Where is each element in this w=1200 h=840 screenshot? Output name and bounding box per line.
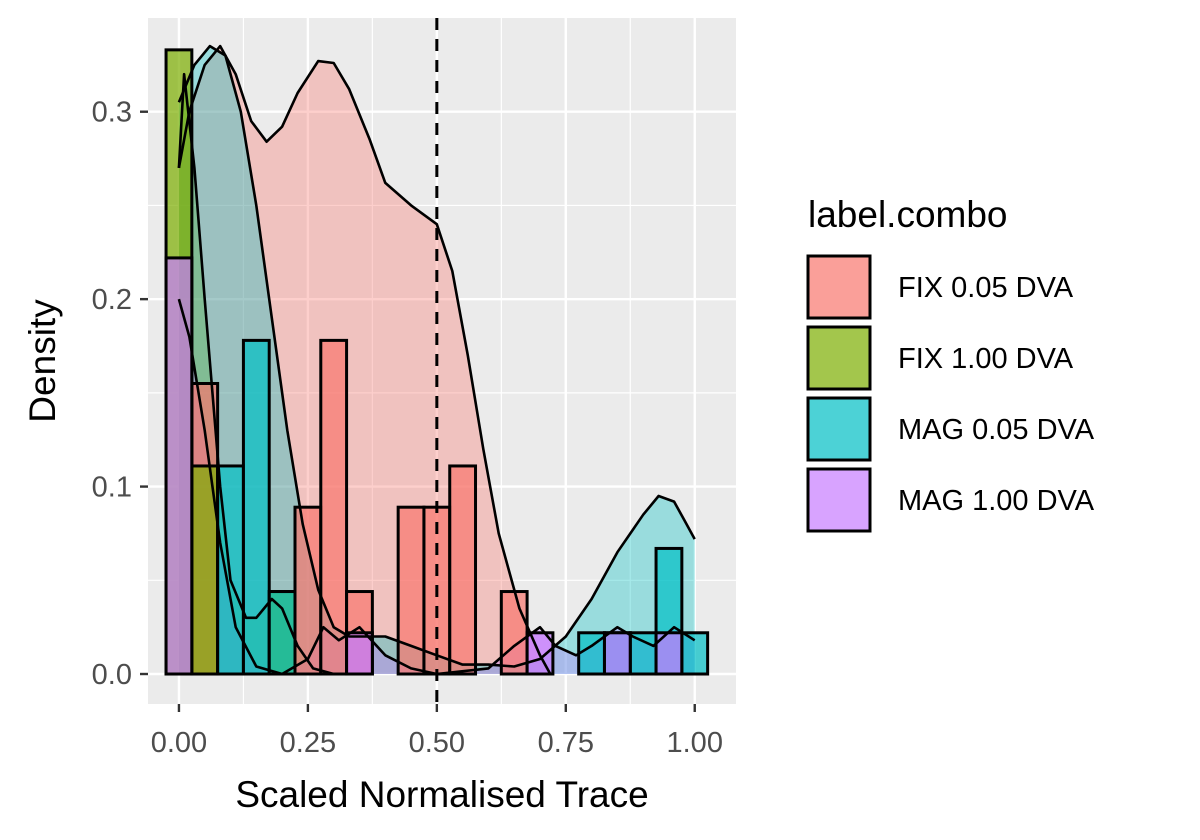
- x-axis: 0.00 0.25 0.50 0.75 1.00: [151, 704, 723, 759]
- legend-label-fix-1-00-dva: FIX 1.00 DVA: [898, 343, 1074, 375]
- legend-label-mag-1-00-dva: MAG 1.00 DVA: [898, 485, 1095, 517]
- legend-title: label.combo: [808, 194, 1008, 235]
- density-line-mag-1-00-dva: [177, 298, 696, 676]
- x-tick-label: 0.50: [409, 727, 465, 759]
- legend-label-fix-0-05-dva: FIX 0.05 DVA: [898, 272, 1074, 304]
- density-line-mag-0-05-dva: [177, 44, 696, 668]
- bar-fix-0-05-dva: [499, 590, 529, 676]
- y-tick-label: 0.2: [92, 284, 132, 316]
- bar-mag-1-00-dva: [345, 631, 374, 676]
- x-axis-title: Scaled Normalised Trace: [235, 774, 648, 815]
- x-tick-label: 0.00: [151, 727, 207, 759]
- legend-swatch-fix-0-05-dva: [806, 254, 872, 320]
- density-line-fix-0-05-dva: [177, 44, 552, 675]
- bar-mag-0-05-dva: [628, 631, 658, 676]
- density-lines: [177, 44, 696, 676]
- x-tick-label: 0.25: [280, 727, 336, 759]
- x-tick-label: 0.75: [538, 727, 594, 759]
- bar-mag-1-00-dva: [164, 256, 194, 676]
- legend-swatch-fix-1-00-dva: [806, 325, 872, 391]
- x-tick-label: 1.00: [667, 727, 723, 759]
- y-tick-label: 0.0: [92, 659, 132, 691]
- legend-label-mag-0-05-dva: MAG 0.05 DVA: [898, 414, 1095, 446]
- y-tick-label: 0.3: [92, 97, 132, 129]
- legend-swatch-mag-1-00-dva: [806, 467, 872, 533]
- bar-fix-0-05-dva: [448, 464, 478, 676]
- bar-mag-0-05-dva: [267, 590, 297, 676]
- bar-mag-0-05-dva: [241, 338, 271, 676]
- y-axis-title: Density: [22, 299, 63, 423]
- y-axis: 0.0 0.1 0.2 0.3: [92, 97, 148, 691]
- bar-mag-1-00-dva: [602, 631, 632, 676]
- legend-items: FIX 0.05 DVA FIX 1.00 DVA MAG 0.05 DVA MAG …: [806, 254, 1095, 533]
- legend: label.combo FIX 0.05 DVA FIX 1.00 DVA MAG …: [806, 194, 1095, 533]
- legend-swatch-mag-0-05-dva: [806, 396, 872, 462]
- histogram-bars: [164, 48, 710, 676]
- y-tick-label: 0.1: [92, 472, 132, 504]
- density-line-fix-1-00-dva: [177, 72, 335, 676]
